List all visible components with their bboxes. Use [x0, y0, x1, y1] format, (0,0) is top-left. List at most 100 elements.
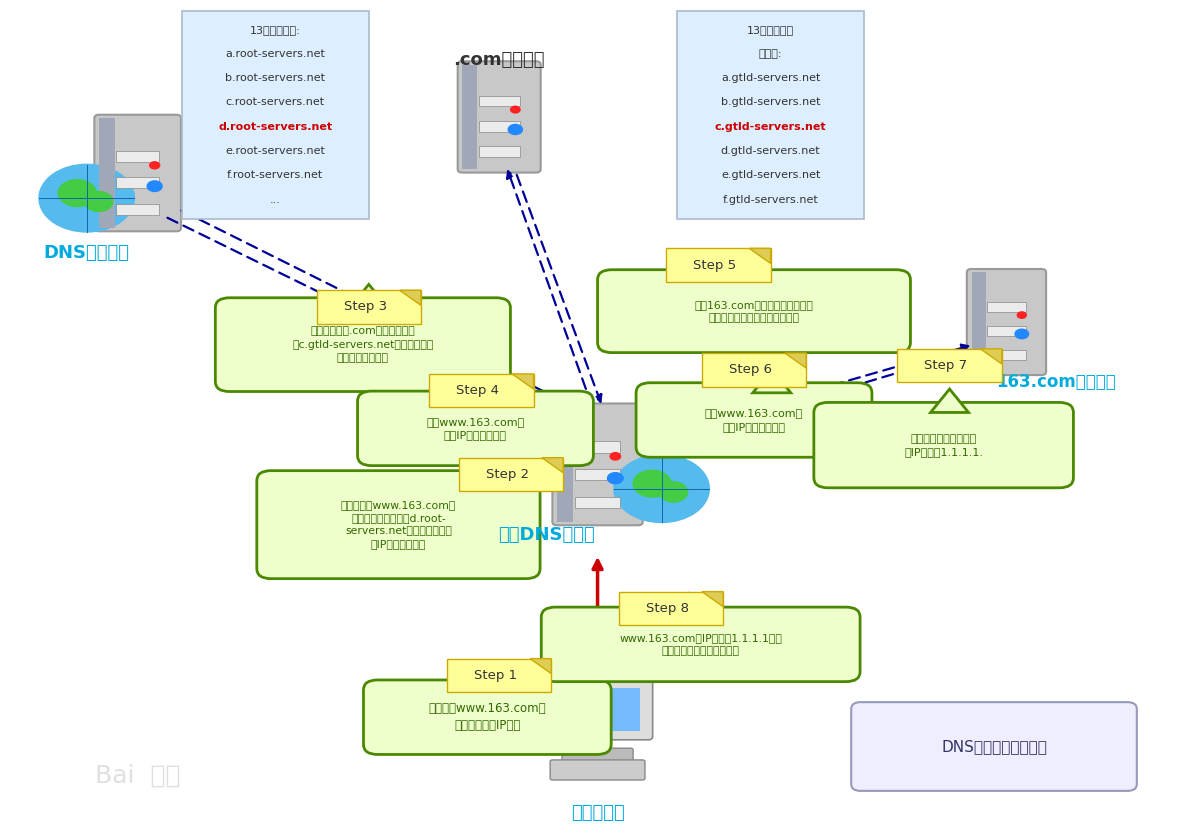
Text: b.root-servers.net: b.root-servers.net — [226, 73, 326, 83]
FancyBboxPatch shape — [987, 302, 1026, 312]
Text: DNS根服务器: DNS根服务器 — [44, 244, 129, 261]
Polygon shape — [785, 353, 807, 368]
FancyBboxPatch shape — [215, 297, 511, 391]
Circle shape — [150, 162, 159, 169]
FancyBboxPatch shape — [358, 391, 594, 465]
Circle shape — [659, 482, 688, 502]
Polygon shape — [980, 349, 1001, 364]
Circle shape — [614, 455, 709, 522]
Polygon shape — [399, 291, 421, 305]
FancyBboxPatch shape — [543, 679, 652, 740]
Polygon shape — [930, 389, 968, 412]
Circle shape — [147, 181, 162, 192]
FancyBboxPatch shape — [99, 118, 114, 228]
Text: Step 5: Step 5 — [694, 259, 737, 271]
Text: 服务器:: 服务器: — [759, 49, 783, 59]
FancyBboxPatch shape — [598, 270, 910, 353]
Text: d.root-servers.net: d.root-servers.net — [219, 122, 333, 132]
Circle shape — [1015, 329, 1029, 339]
Text: 网络客户端: 网络客户端 — [570, 805, 625, 822]
Circle shape — [633, 470, 671, 497]
Polygon shape — [504, 457, 542, 480]
Text: e.gtld-servers.net: e.gtld-servers.net — [721, 171, 820, 181]
Text: 负责163.com主区域的服务器应该
知道答案，给你地址你去问它吧: 负责163.com主区域的服务器应该 知道答案，给你地址你去问它吧 — [695, 300, 814, 323]
Text: 13台顶级域名: 13台顶级域名 — [747, 24, 794, 34]
Circle shape — [511, 106, 520, 113]
FancyBboxPatch shape — [619, 591, 723, 625]
FancyBboxPatch shape — [479, 121, 520, 132]
Circle shape — [607, 473, 624, 484]
FancyBboxPatch shape — [575, 441, 620, 453]
FancyBboxPatch shape — [557, 407, 574, 522]
Text: f.gtld-servers.net: f.gtld-servers.net — [722, 195, 819, 205]
Text: 我要访问www.163.com，
请告诉我它的IP地址: 我要访问www.163.com， 请告诉我它的IP地址 — [429, 702, 546, 732]
Circle shape — [39, 165, 134, 232]
FancyBboxPatch shape — [317, 291, 421, 323]
Polygon shape — [750, 249, 771, 264]
Text: b.gtld-servers.net: b.gtld-servers.net — [721, 97, 821, 108]
FancyBboxPatch shape — [972, 272, 986, 372]
Text: .com域服务器: .com域服务器 — [454, 51, 545, 69]
FancyBboxPatch shape — [459, 458, 563, 491]
FancyBboxPatch shape — [94, 115, 181, 231]
Text: DNS域名解析基本过程: DNS域名解析基本过程 — [941, 739, 1047, 754]
FancyBboxPatch shape — [116, 177, 159, 188]
FancyBboxPatch shape — [116, 151, 159, 162]
FancyBboxPatch shape — [575, 469, 620, 480]
Text: Step 3: Step 3 — [343, 301, 387, 313]
Polygon shape — [706, 256, 744, 280]
Text: Bai  百度: Bai 百度 — [95, 764, 181, 788]
Text: a.gtld-servers.net: a.gtld-servers.net — [721, 73, 820, 83]
FancyBboxPatch shape — [462, 65, 478, 169]
Circle shape — [84, 192, 113, 212]
Text: a.root-servers.net: a.root-servers.net — [226, 49, 326, 59]
FancyBboxPatch shape — [636, 383, 872, 457]
Text: 域名www.163.com对
应的IP地址是多少？: 域名www.163.com对 应的IP地址是多少？ — [426, 417, 525, 440]
Text: c.root-servers.net: c.root-servers.net — [226, 97, 324, 108]
Text: 本地DNS服务器: 本地DNS服务器 — [498, 526, 595, 543]
Text: Step 2: Step 2 — [486, 468, 529, 481]
Text: Step 8: Step 8 — [646, 602, 689, 615]
Text: Step 4: Step 4 — [456, 384, 499, 397]
FancyBboxPatch shape — [897, 349, 1001, 382]
Polygon shape — [349, 285, 387, 307]
Circle shape — [508, 124, 523, 134]
Text: e.root-servers.net: e.root-servers.net — [226, 146, 326, 156]
Polygon shape — [492, 378, 530, 402]
FancyBboxPatch shape — [542, 607, 860, 681]
Text: 经查询得知此域名对应
的IP地址为1.1.1.1.: 经查询得知此域名对应 的IP地址为1.1.1.1. — [904, 433, 984, 457]
Text: 缓存里没有www.163.com的
记录，联系根服务器d.root-
servers.net，询问域名对应
的IP地址是多少？: 缓存里没有www.163.com的 记录，联系根服务器d.root- serve… — [341, 500, 456, 549]
Polygon shape — [492, 667, 530, 690]
Text: d.gtld-servers.net: d.gtld-servers.net — [721, 146, 821, 156]
FancyBboxPatch shape — [479, 96, 520, 107]
Text: c.gtld-servers.net: c.gtld-servers.net — [715, 122, 827, 132]
FancyBboxPatch shape — [479, 146, 520, 157]
Text: Step 6: Step 6 — [729, 363, 772, 376]
Circle shape — [1017, 312, 1026, 318]
Circle shape — [58, 180, 96, 207]
Text: f.root-servers.net: f.root-servers.net — [227, 171, 323, 181]
FancyBboxPatch shape — [666, 249, 771, 282]
Polygon shape — [530, 659, 551, 674]
Polygon shape — [512, 374, 533, 389]
FancyBboxPatch shape — [851, 702, 1137, 791]
FancyBboxPatch shape — [116, 204, 159, 215]
FancyBboxPatch shape — [182, 12, 368, 219]
FancyBboxPatch shape — [429, 374, 533, 407]
Polygon shape — [702, 591, 723, 606]
Circle shape — [611, 453, 620, 460]
FancyBboxPatch shape — [257, 470, 541, 579]
FancyBboxPatch shape — [562, 748, 633, 762]
Text: 这个域名是由.com区域管理，给
你c.gtld-servers.net服务器地址，
它应该知道答案。: 这个域名是由.com区域管理，给 你c.gtld-servers.net服务器地… — [292, 327, 434, 363]
FancyBboxPatch shape — [447, 659, 551, 692]
FancyBboxPatch shape — [677, 12, 864, 219]
FancyBboxPatch shape — [457, 61, 541, 172]
FancyBboxPatch shape — [967, 269, 1047, 375]
Text: 13台根服务器:: 13台根服务器: — [249, 24, 301, 34]
Text: Step 7: Step 7 — [924, 359, 967, 372]
FancyBboxPatch shape — [987, 350, 1026, 360]
FancyBboxPatch shape — [814, 402, 1074, 488]
Text: 域名www.163.com对
应的IP地址是多少？: 域名www.163.com对 应的IP地址是多少？ — [704, 408, 803, 432]
Text: ...: ... — [270, 195, 280, 205]
Polygon shape — [670, 594, 708, 617]
